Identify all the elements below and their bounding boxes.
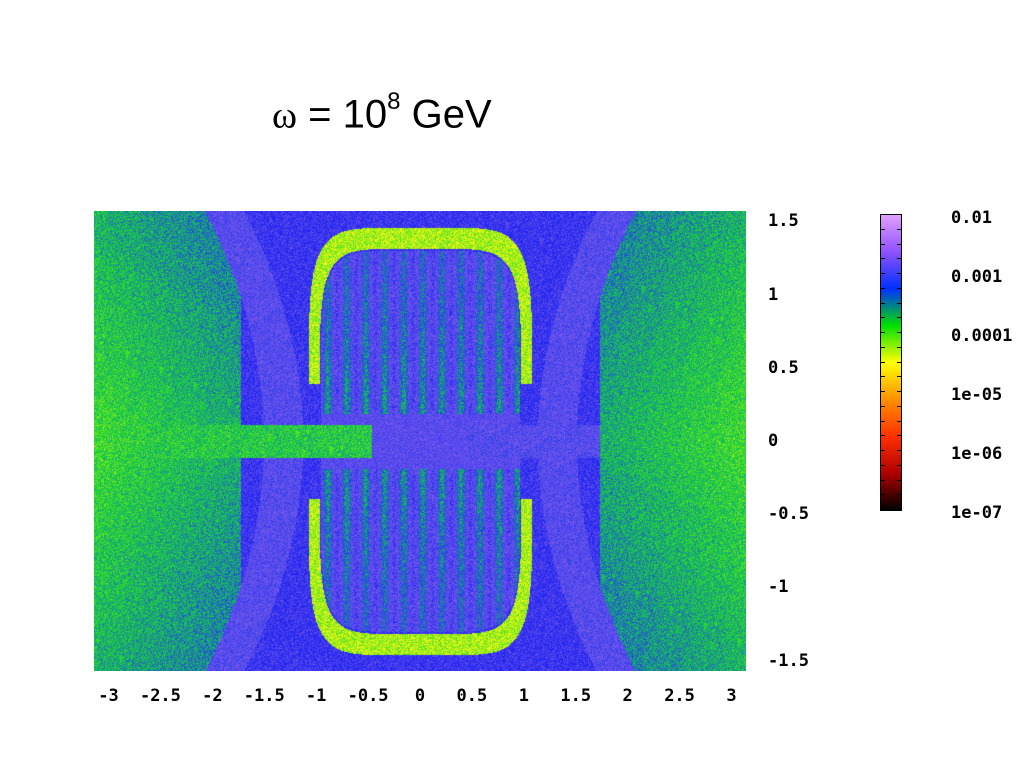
colorbar-tick-mark	[880, 214, 885, 215]
x-tick-label: 1.5	[560, 686, 592, 706]
y-tick-label: 1.5	[768, 211, 799, 232]
colorbar-tick-label: 0.01	[951, 208, 992, 228]
colorbar-tick-mark	[897, 450, 902, 451]
colorbar-tick-label: 0.001	[951, 267, 1003, 287]
colorbar-tick-mark	[880, 228, 885, 230]
colorbar-tick-mark	[897, 420, 902, 422]
colorbar-tick-mark	[897, 214, 902, 215]
x-tick-label: 2	[622, 686, 633, 706]
colorbar-tick-mark	[880, 346, 885, 348]
colorbar-tick-mark	[880, 243, 885, 245]
colorbar-tick-mark	[897, 435, 902, 437]
x-tick-label: 0.5	[456, 686, 488, 706]
colorbar-tick-mark	[897, 494, 902, 496]
colorbar-tick-mark	[880, 391, 885, 392]
heatmap-plot	[94, 211, 746, 671]
colorbar-tick-mark	[880, 420, 885, 422]
x-tick-label: -3	[98, 686, 119, 706]
colorbar-tick-mark	[880, 258, 885, 260]
colorbar-tick-label: 0.0001	[951, 326, 1013, 346]
colorbar-tick-mark	[897, 464, 902, 466]
title-equals: =	[308, 92, 332, 137]
x-tick-label: 1	[518, 686, 529, 706]
colorbar-tick-mark	[897, 509, 902, 510]
colorbar-tick-mark	[897, 346, 902, 348]
colorbar	[880, 214, 902, 511]
x-tick-label: -1.5	[243, 686, 285, 706]
colorbar-tick-mark	[897, 243, 902, 245]
x-tick-label: -2	[202, 686, 223, 706]
x-tick-label: -0.5	[347, 686, 389, 706]
chart-title: ω = 108 GeV	[272, 88, 492, 137]
colorbar-tick-mark	[897, 391, 902, 392]
colorbar-tick-mark	[880, 302, 885, 304]
colorbar-tick-mark	[880, 376, 885, 378]
colorbar-tick-label: 1e-06	[951, 444, 1003, 464]
colorbar-tick-mark	[897, 302, 902, 304]
y-tick-label: -0.5	[768, 504, 809, 525]
colorbar-tick-mark	[897, 287, 902, 289]
colorbar-tick-mark	[880, 450, 885, 451]
colorbar-tick-mark	[880, 405, 885, 407]
title-unit: GeV	[411, 92, 492, 137]
colorbar-tick-mark	[880, 361, 885, 363]
colorbar-tick-label: 1e-05	[951, 385, 1003, 405]
y-tick-label: 0	[768, 431, 779, 451]
colorbar-tick-mark	[897, 228, 902, 230]
x-tick-label: 0	[414, 686, 426, 706]
x-tick-label: 2.5	[664, 686, 695, 706]
colorbar-tick-mark	[880, 435, 885, 437]
colorbar-tick-mark	[880, 273, 885, 274]
colorbar-tick-mark	[880, 287, 885, 289]
colorbar-tick-mark	[880, 317, 885, 319]
y-tick-label: 1	[768, 284, 779, 305]
colorbar-tick-mark	[880, 464, 885, 466]
colorbar-tick-mark	[897, 317, 902, 319]
colorbar-tick-mark	[897, 479, 902, 481]
colorbar-tick-mark	[897, 332, 902, 333]
colorbar-tick-mark	[897, 273, 902, 274]
colorbar-tick-label: 1e-07	[951, 503, 1003, 523]
colorbar-tick-mark	[880, 332, 885, 333]
colorbar-tick-mark	[897, 376, 902, 378]
title-symbol: ω	[272, 94, 298, 137]
colorbar-tick-mark	[880, 479, 885, 481]
y-tick-label: -1	[768, 577, 789, 598]
x-tick-label: 3	[726, 686, 737, 706]
y-tick-label: 0.5	[768, 357, 799, 378]
x-tick-label: -1	[305, 686, 327, 706]
colorbar-tick-mark	[897, 405, 902, 407]
colorbar-tick-mark	[880, 494, 885, 496]
colorbar-tick-mark	[880, 509, 885, 510]
colorbar-tick-mark	[897, 258, 902, 260]
title-base: 10	[342, 92, 388, 137]
x-tick-label: -2.5	[139, 686, 181, 706]
title-exponent: 8	[387, 88, 401, 115]
y-tick-label: -1.5	[768, 650, 809, 671]
colorbar-tick-mark	[897, 361, 902, 363]
